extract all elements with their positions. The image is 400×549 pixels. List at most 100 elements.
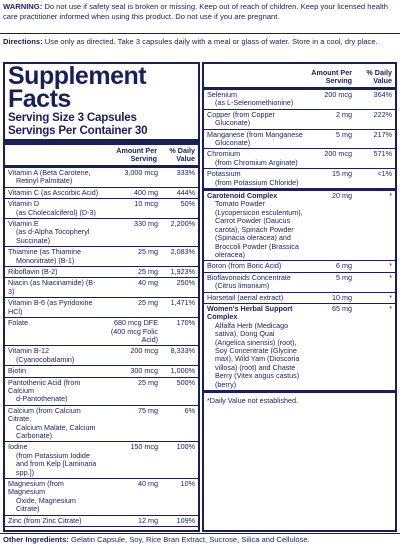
- nutrient-label: Vitamin B-12: [8, 346, 50, 356]
- nutrient-dv: 250%: [176, 278, 195, 288]
- nutrient-dv: 222%: [373, 109, 392, 119]
- blend-row: Horsetail (aerial extract) 10 mg *: [204, 293, 395, 304]
- nutrient-source: (from Potassium Chloride): [215, 177, 299, 187]
- nutrient-dv: 8,333%: [170, 346, 195, 356]
- nutrient-name: Vitamin E (as d-Alpha Tocopheryl Succinat…: [8, 219, 103, 245]
- other-body: Gelatin Capsule, Soy, Rice Bran Extract,…: [70, 535, 310, 544]
- warning-text: WARNING: Do not use if safety seal is br…: [3, 2, 395, 22]
- nutrient-source: Gluconate): [215, 118, 251, 128]
- nutrient-source: Mononitrate) (B-1): [16, 255, 75, 265]
- nutrient-source: d-Pantothenate): [16, 394, 68, 404]
- nutrient-amount: 75 mg: [138, 405, 158, 415]
- nutrient-source: Calcium Malate, Calcium Carbonate): [16, 422, 96, 440]
- nutrient-label: Thiamine (as Thiamine: [8, 247, 81, 257]
- nutrient-amount: 12 mg: [138, 515, 158, 525]
- warning-label: WARNING:: [3, 2, 43, 11]
- nutrient-dv: 217%: [373, 129, 392, 139]
- nutrient-dv: 500%: [176, 377, 195, 387]
- nutrient-name: Riboflavin (B-2): [8, 267, 103, 277]
- nutrient-dv: 444%: [176, 187, 195, 197]
- blend-dv: *: [389, 272, 392, 282]
- blend-label: Boron (from Boric Acid): [207, 261, 282, 271]
- nutrient-name: Folate: [8, 318, 103, 344]
- nutrient-list: Selenium (as L-Selenomethionine) 200 mcg 36…: [204, 90, 395, 192]
- nutrient-name: Vitamin B-12 (Cyanocobalamin): [8, 347, 103, 364]
- nutrient-dv: 364%: [373, 90, 392, 99]
- nutrient-dv: 100%: [176, 442, 195, 452]
- nutrient-name: Copper (from Copper Gluconate): [207, 109, 308, 128]
- nutrient-name: Vitamin B-6 (as Pyridoxine HCl): [8, 298, 103, 316]
- nutrient-amount: 25 mg: [138, 377, 158, 387]
- nutrient-label: Vitamin E: [8, 219, 39, 229]
- other-label: Other Ingredients:: [3, 535, 69, 544]
- nutrient-row: Potassium (from Potassium Chloride) 15 mg <…: [204, 169, 395, 192]
- blend-name: Carotenoid Complex Tomato Powder (Lycoper…: [207, 191, 308, 259]
- nutrient-amount: 15 mg: [332, 169, 352, 179]
- nutrient-dv: 109%: [176, 515, 195, 525]
- serving-size: Serving Size 3 Capsules: [8, 111, 137, 124]
- blend-label: Bioflavonoids Concentrate: [207, 272, 291, 282]
- nutrient-dv: 2,200%: [170, 219, 195, 229]
- nutrient-dv: 2,083%: [170, 247, 195, 257]
- nutrient-amount: 40 mg: [138, 479, 158, 488]
- warning-body: Do not use if safety seal is broken or m…: [3, 2, 388, 21]
- nutrient-source: Oxide, Magnesium Citrate): [16, 495, 76, 514]
- nutrient-amount: 300 mcg: [130, 366, 158, 376]
- nutrient-name: Chromium (from Chromium Arginate): [207, 150, 308, 167]
- facts-panel-left: Supplement Facts Serving Size 3 Capsules…: [3, 62, 200, 532]
- directions-body: Use only as directed. Take 3 capsules da…: [44, 37, 378, 46]
- nutrient-row: Biotin 300 mcg 1,000%: [5, 366, 198, 378]
- blend-description: Tomato Powder (Lycopersicon esculentum),…: [215, 199, 303, 259]
- nutrient-name: Vitamin C (as Ascorbic Acid): [8, 188, 103, 197]
- nutrient-label: Riboflavin (B-2): [8, 267, 58, 277]
- nutrient-row: Thiamine (as Thiamine Mononitrate) (B-1) 2…: [5, 247, 198, 268]
- blend-label: Horsetail (aerial extract): [207, 292, 284, 302]
- blend-label: Carotenoid Complex: [207, 191, 278, 201]
- nutrient-amount: 3,000 mcg: [124, 168, 158, 177]
- facts-title-line2: Facts: [8, 85, 71, 113]
- col-dv: % Daily Value: [366, 68, 392, 85]
- nutrient-source: (as d-Alpha Tocopheryl Succinate): [16, 227, 90, 245]
- nutrient-amount: 5 mg: [336, 129, 352, 139]
- nutrient-row: Vitamin C (as Ascorbic Acid) 400 mg 444%: [5, 187, 198, 200]
- nutrient-amount: 680 mcg DFE (400 mcg Folic Acid): [110, 318, 158, 344]
- divider: [0, 33, 400, 34]
- nutrient-row: Vitamin A (Beta Carotene, Retinyl Palmita…: [5, 168, 198, 188]
- nutrient-name: Magnesium (from Magnesium Oxide, Magnesiu…: [8, 479, 103, 514]
- nutrient-name: Pantothenic Acid (from Calcium d-Pantothe…: [8, 377, 103, 404]
- blend-amount: 65 mg: [332, 303, 352, 313]
- nutrient-name: Iodine (from Potassium Iodide and from Ke…: [8, 443, 103, 477]
- nutrient-row: Manganese (from Manganese Gluconate) 5 mg 2…: [204, 130, 395, 150]
- blend-description: Alfalfa Herb (Medicago sativa), Dong Qua…: [215, 320, 300, 389]
- blend-amount: 20 mg: [332, 191, 352, 201]
- nutrient-name: Potassium (from Potassium Chloride): [207, 170, 308, 187]
- facts-panel-right: Amount Per Serving % Daily Value Seleniu…: [202, 62, 397, 532]
- blend-dv: *: [389, 303, 392, 313]
- nutrient-amount: 40 mg: [138, 278, 158, 288]
- blend-dv: *: [389, 191, 392, 201]
- nutrient-name: Niacin (as Niacinamide) (B-3): [8, 279, 103, 296]
- nutrient-label: Chromium: [207, 149, 241, 159]
- nutrient-amount: 200 mcg: [324, 149, 352, 159]
- col-dv: % Daily Value: [169, 146, 195, 163]
- footnote: *Daily Value not established.: [207, 396, 298, 405]
- nutrient-row: Vitamin E (as d-Alpha Tocopheryl Succinat…: [5, 219, 198, 248]
- nutrient-label: Iodine: [8, 442, 28, 452]
- nutrient-row: Pantothenic Acid (from Calcium d-Pantothe…: [5, 378, 198, 406]
- nutrient-label: Copper (from Copper: [207, 109, 275, 119]
- nutrient-name: Vitamin A (Beta Carotene, Retinyl Palmita…: [8, 168, 103, 186]
- nutrient-label: Pantothenic Acid (from Calcium: [8, 377, 81, 395]
- nutrient-name: Thiamine (as Thiamine Mononitrate) (B-1): [8, 248, 103, 265]
- nutrient-source: Retinyl Palmitate): [16, 176, 73, 186]
- divider: [5, 139, 198, 145]
- nutrient-row: Folate 680 mcg DFE (400 mcg Folic Acid) 17…: [5, 318, 198, 347]
- blend-amount: 6 mg: [336, 261, 352, 271]
- col-amount: Amount Per Serving: [116, 146, 157, 163]
- blend-amount: 10 mg: [332, 292, 352, 302]
- column-header: Amount Per Serving % Daily Value: [5, 145, 198, 168]
- blend-dv: *: [389, 292, 392, 302]
- other-ingredients: Other Ingredients: Gelatin Capsule, Soy,…: [3, 535, 397, 545]
- nutrient-row: Vitamin D (as Cholecalciferol) (D-3) 10 mc…: [5, 199, 198, 220]
- nutrient-name: Vitamin D (as Cholecalciferol) (D-3): [8, 200, 103, 217]
- nutrient-amount: 10 mcg: [134, 199, 158, 209]
